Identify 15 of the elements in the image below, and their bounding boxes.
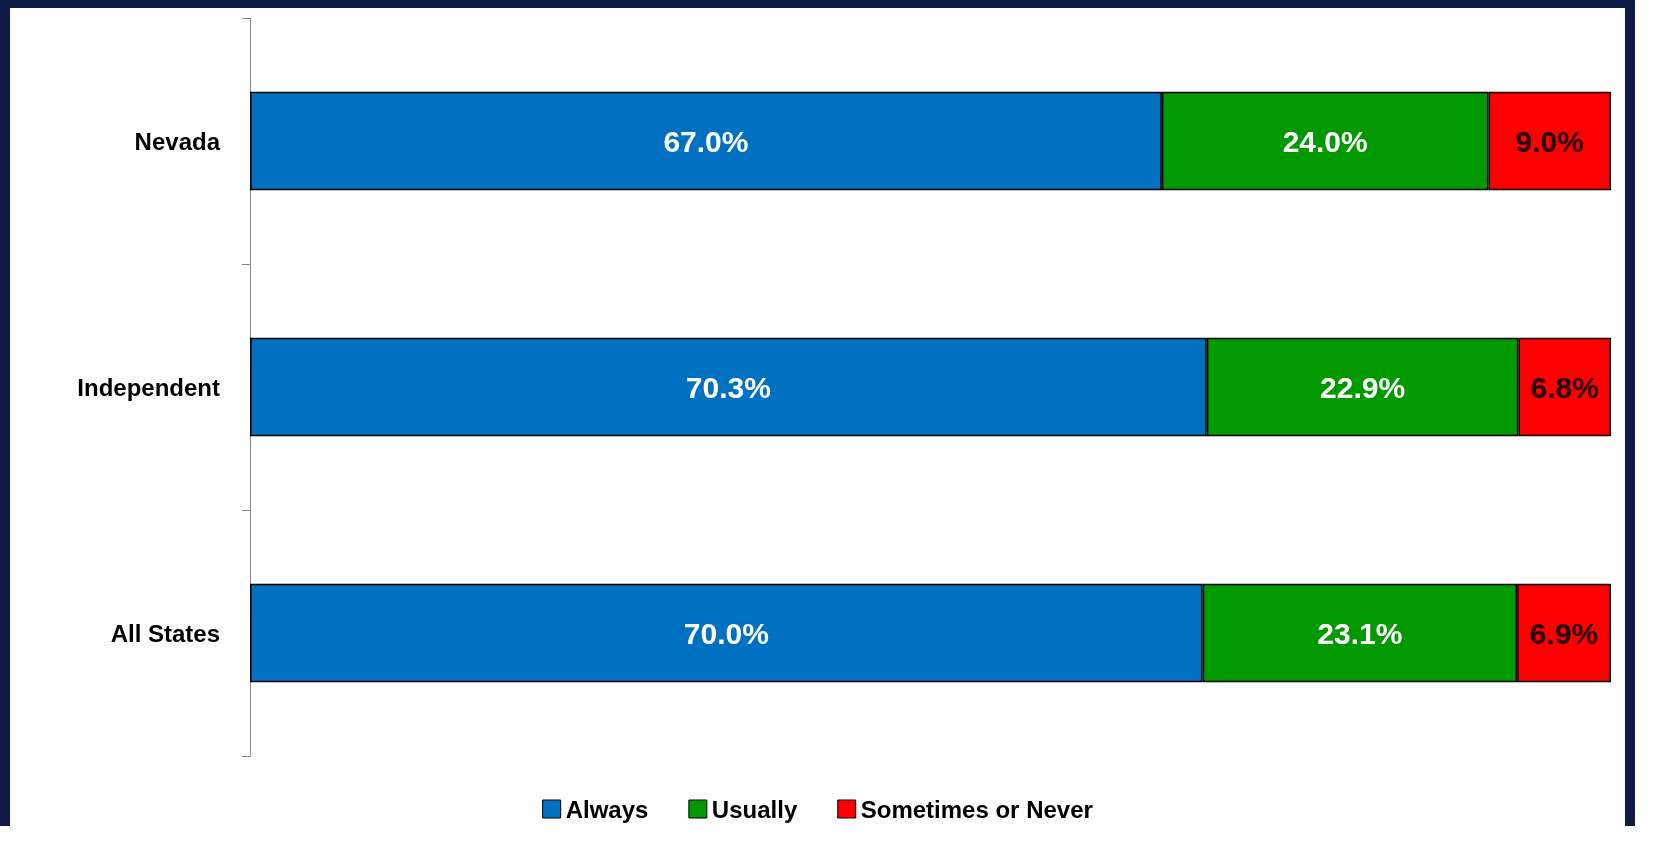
legend-label: Usually xyxy=(711,795,798,823)
y-tick-label: All States xyxy=(110,619,220,647)
data-label: 6.9% xyxy=(1529,616,1599,650)
legend-label: Always xyxy=(565,795,649,823)
data-label: 9.0% xyxy=(1515,124,1584,158)
legend-label: Sometimes or Never xyxy=(860,795,1093,823)
data-label: 6.8% xyxy=(1530,370,1599,404)
data-label: 24.0% xyxy=(1282,124,1368,158)
y-tick-label: Independent xyxy=(77,373,220,401)
data-label: 22.9% xyxy=(1320,370,1406,404)
data-label: 67.0% xyxy=(663,124,749,158)
data-label: 70.3% xyxy=(685,370,771,404)
y-tick-label: Nevada xyxy=(134,127,221,155)
data-label: 70.0% xyxy=(683,616,769,650)
data-label: 23.1% xyxy=(1317,616,1403,650)
